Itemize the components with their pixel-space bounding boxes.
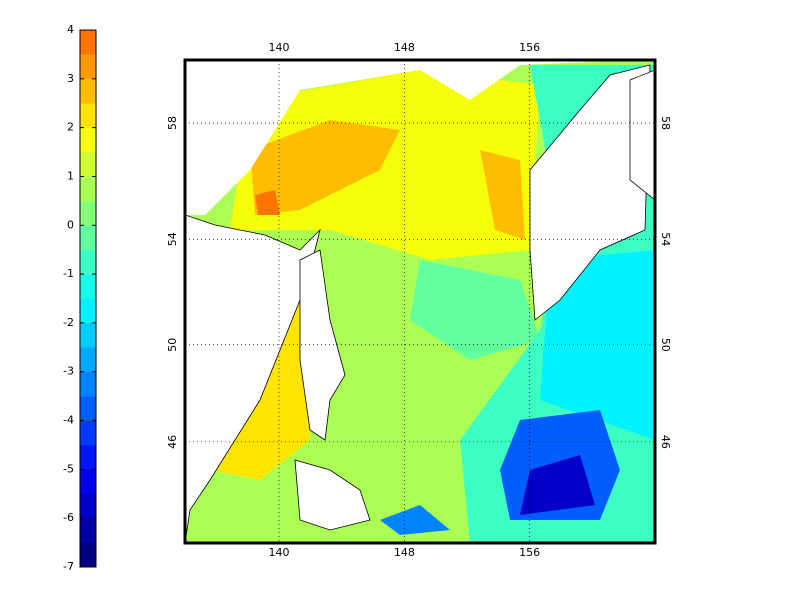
color-band bbox=[80, 249, 96, 275]
colorbar-tick-label: 2 bbox=[67, 121, 74, 134]
colorbar-tick-label: 3 bbox=[67, 72, 74, 85]
y-tick-label: 58 bbox=[166, 116, 179, 130]
land bbox=[529, 64, 651, 321]
colorbar-tick-label: 0 bbox=[67, 218, 74, 231]
color-band bbox=[80, 444, 96, 470]
colorbar-tick-label: -6 bbox=[63, 511, 74, 524]
y-tick-label: 58 bbox=[659, 116, 672, 130]
colorbar-tick-label: -4 bbox=[63, 414, 74, 427]
field-patch bbox=[250, 120, 400, 215]
color-band bbox=[80, 103, 96, 128]
color-band bbox=[80, 322, 96, 348]
y-tick-label: 54 bbox=[166, 232, 179, 246]
colorbar-tick-label: -7 bbox=[63, 560, 74, 573]
x-tick-label: 156 bbox=[519, 546, 540, 559]
color-band bbox=[80, 78, 96, 104]
field-patch bbox=[380, 505, 450, 535]
field-patch bbox=[480, 150, 525, 240]
x-tick-label: 148 bbox=[394, 546, 415, 559]
field-patch bbox=[410, 260, 540, 360]
color-band bbox=[80, 176, 96, 202]
field-patch bbox=[520, 455, 595, 515]
color-band bbox=[80, 469, 96, 495]
field-patch bbox=[230, 70, 540, 260]
land bbox=[629, 69, 655, 201]
y-tick-label: 54 bbox=[659, 232, 672, 246]
colorbar-tick-label: -2 bbox=[63, 316, 74, 329]
color-band bbox=[80, 518, 96, 543]
color-band bbox=[80, 30, 96, 55]
colorbar-tick-label: -5 bbox=[63, 462, 74, 475]
color-band bbox=[80, 152, 96, 177]
x-tick-label: 140 bbox=[269, 41, 290, 54]
colorbar-tick-label: 1 bbox=[67, 169, 74, 182]
y-tick-label: 46 bbox=[166, 435, 179, 449]
land bbox=[299, 249, 346, 441]
field-patch bbox=[255, 190, 280, 215]
x-tick-label: 140 bbox=[269, 546, 290, 559]
colorbar: 4 3 2 1 0 -1 -2 -3 -4 -5 -6 -7 bbox=[63, 23, 96, 573]
color-band bbox=[80, 54, 96, 80]
map-field bbox=[185, 60, 655, 543]
y-tick-label: 46 bbox=[659, 435, 672, 449]
color-band bbox=[80, 200, 96, 226]
grid: 140 140 148 148 156 156 58 58 54 54 50 50 46 46 bbox=[166, 41, 672, 559]
color-band bbox=[80, 542, 96, 568]
colorbar-frame bbox=[79, 29, 97, 568]
land bbox=[185, 60, 640, 215]
color-band bbox=[80, 371, 96, 397]
color-band bbox=[80, 396, 96, 421]
color-band bbox=[80, 347, 96, 373]
color-band bbox=[80, 298, 96, 324]
y-tick-label: 50 bbox=[166, 338, 179, 352]
color-band bbox=[80, 274, 96, 299]
land bbox=[294, 459, 371, 531]
color-band bbox=[80, 225, 96, 250]
y-tick-label: 50 bbox=[659, 338, 672, 352]
color-band bbox=[80, 493, 96, 519]
colorbar-tick-label: -1 bbox=[63, 267, 74, 280]
color-band bbox=[80, 420, 96, 446]
colorbar-tick-label: -3 bbox=[63, 365, 74, 378]
colorbar-tick-label: 4 bbox=[67, 23, 74, 36]
map-frame bbox=[183, 58, 657, 545]
x-tick-label: 156 bbox=[519, 41, 540, 54]
x-tick-label: 148 bbox=[394, 41, 415, 54]
color-band bbox=[80, 127, 96, 153]
